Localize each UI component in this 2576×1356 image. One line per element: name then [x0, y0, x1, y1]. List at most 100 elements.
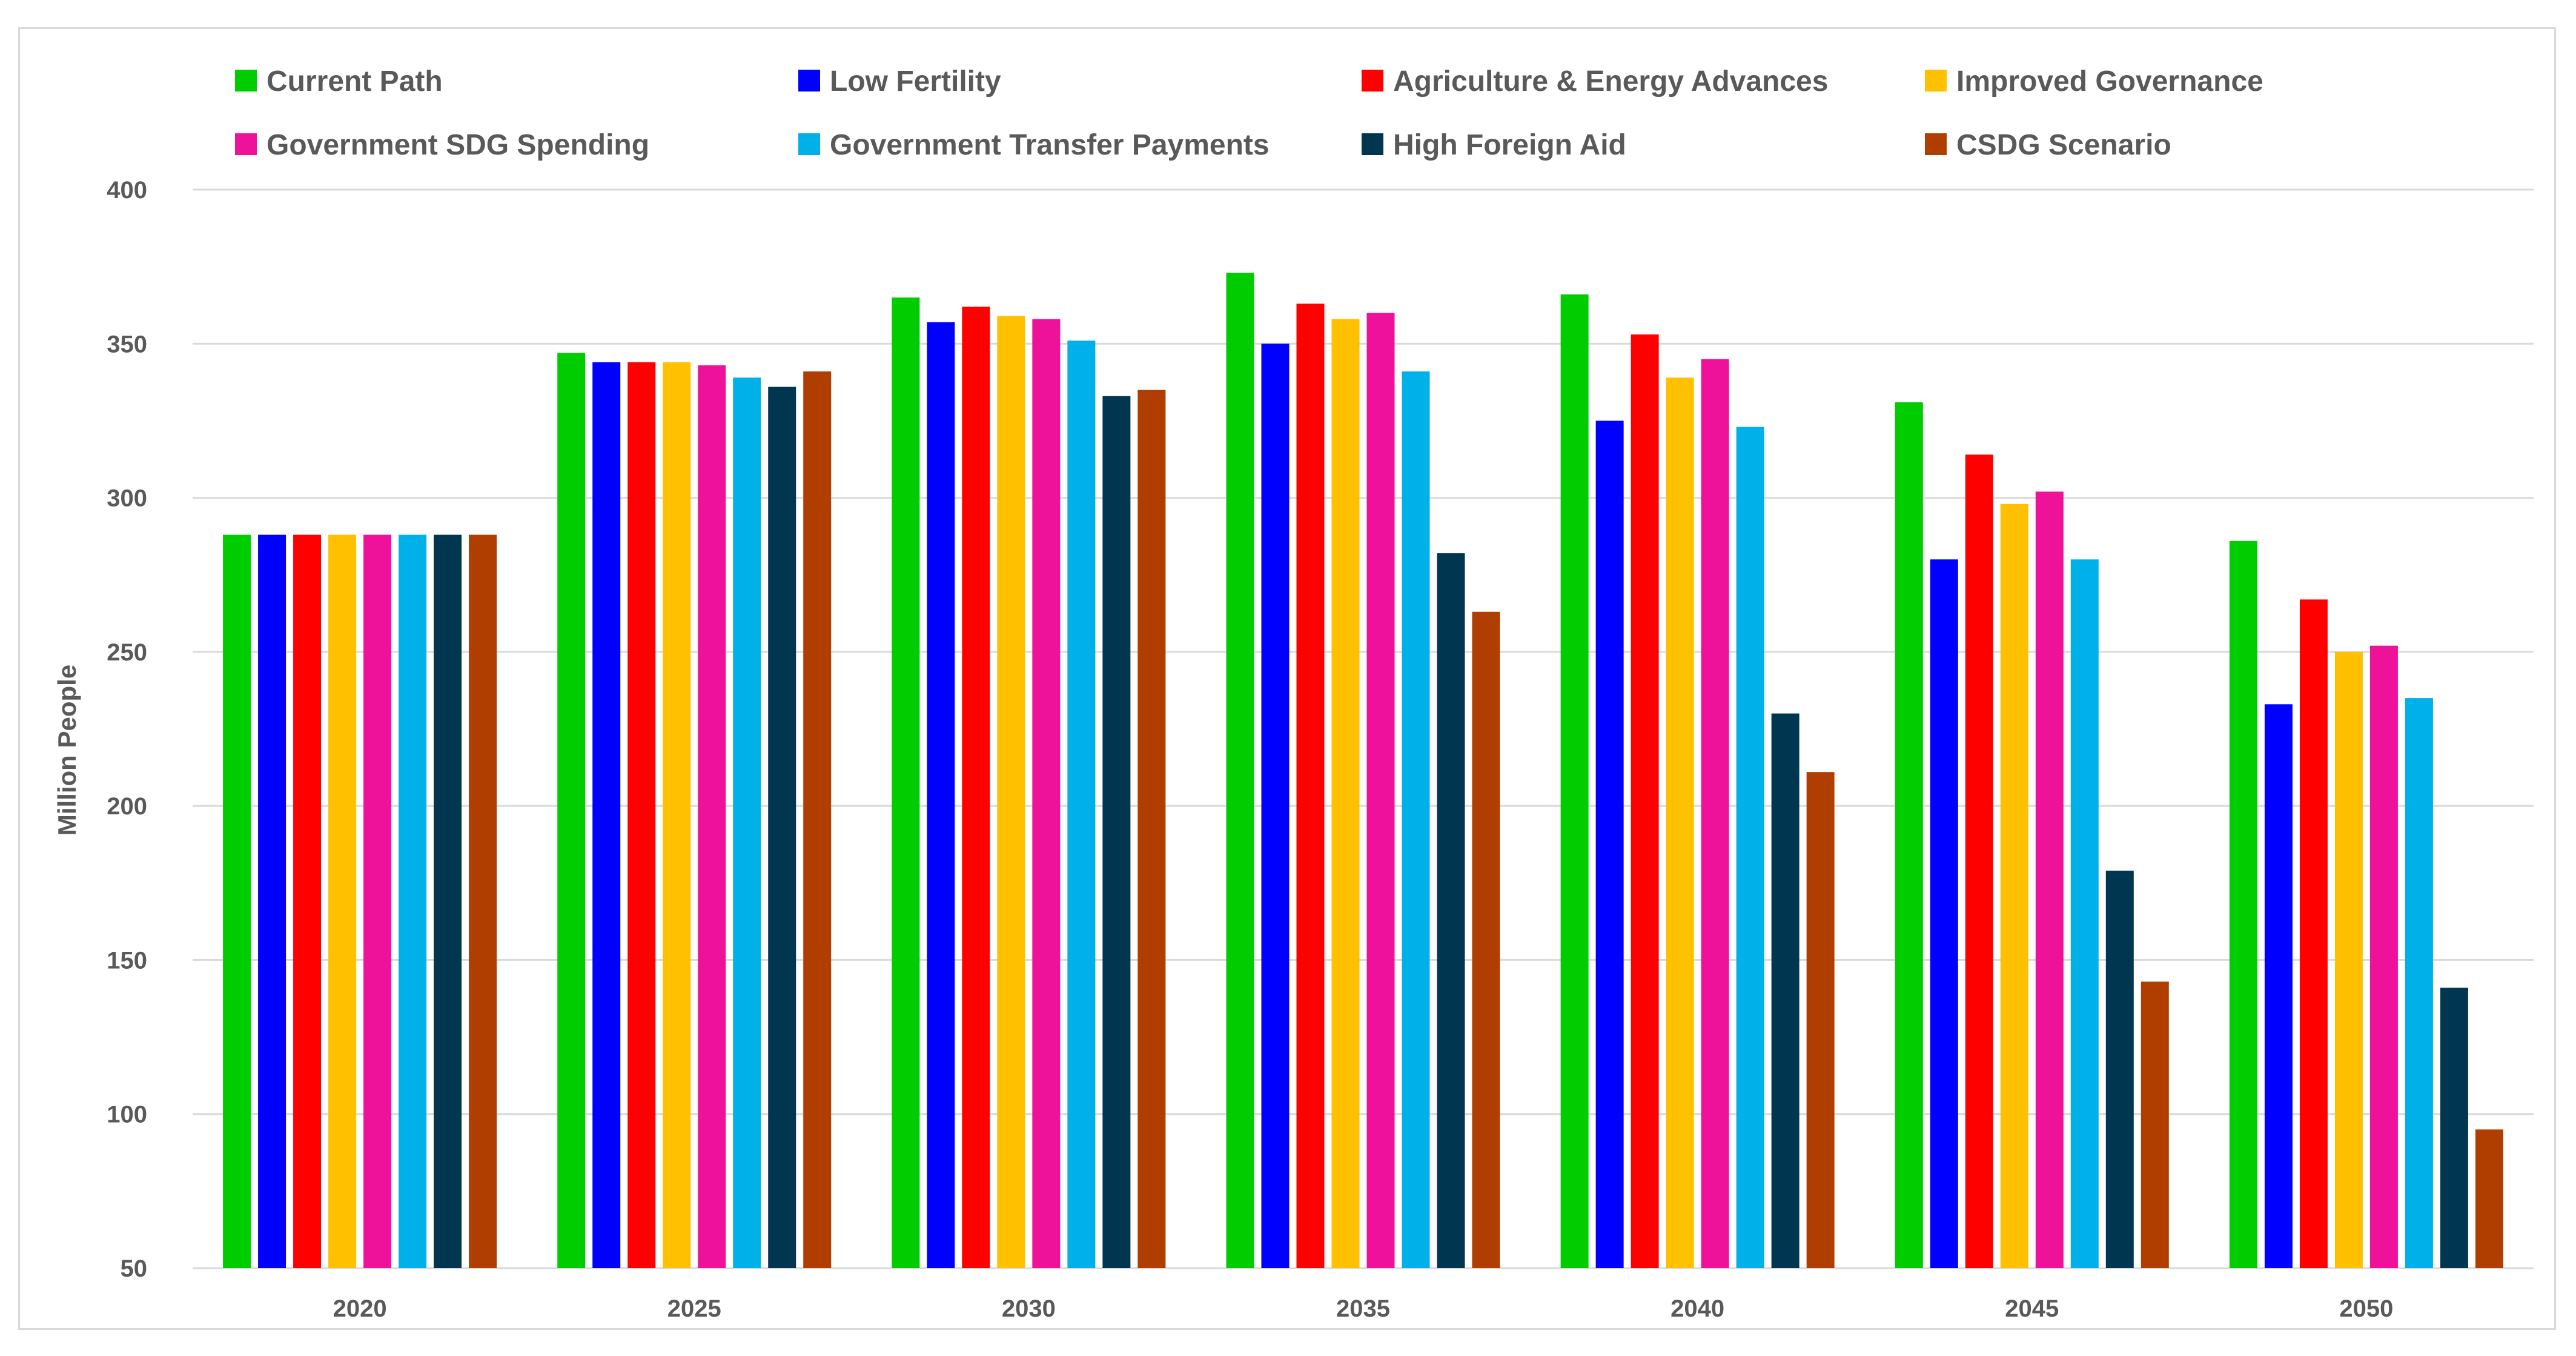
- legend-item-agriculture-energy-advances: Agriculture & Energy Advances: [1362, 65, 1828, 98]
- bar-government-transfer-payments-2050: [2405, 698, 2433, 1268]
- legend-item-csdg-scenario: CSDG Scenario: [1925, 129, 2171, 161]
- bar-agriculture-energy-advances-2045: [1965, 454, 1993, 1269]
- bar-government-sdg-spending-2030: [1032, 319, 1061, 1268]
- bar-improved-governance-2050: [2334, 651, 2363, 1268]
- y-tick-label-300: 300: [107, 485, 147, 512]
- bar-current-path-2035: [1226, 273, 1254, 1268]
- legend-label: Agriculture & Energy Advances: [1393, 65, 1828, 98]
- bar-high-foreign-aid-2040: [1771, 713, 1800, 1268]
- bar-agriculture-energy-advances-2050: [2299, 599, 2328, 1268]
- bar-high-foreign-aid-2020: [434, 534, 462, 1268]
- bar-government-sdg-spending-2050: [2369, 645, 2398, 1268]
- bar-improved-governance-2040: [1666, 377, 1694, 1269]
- bar-csdg-scenario-2045: [2141, 982, 2169, 1268]
- bar-agriculture-energy-advances-2040: [1631, 334, 1659, 1268]
- bar-current-path-2025: [557, 353, 586, 1268]
- x-axis-ticks: 2020 2025 2030 2035 2040 2045 2050: [333, 1295, 2394, 1322]
- legend-item-improved-governance: Improved Governance: [1925, 65, 2263, 98]
- y-tick-label-100: 100: [107, 1102, 147, 1128]
- legend-swatch: [798, 70, 820, 91]
- x-tick-label-2045: 2045: [2005, 1295, 2059, 1322]
- legend-swatch: [1925, 70, 1947, 91]
- bars: [223, 273, 2503, 1269]
- legend-label: CSDG Scenario: [1956, 129, 2171, 161]
- bar-government-transfer-payments-2035: [1402, 371, 1430, 1268]
- bar-improved-governance-2025: [663, 362, 691, 1268]
- legend-label: High Foreign Aid: [1393, 129, 1626, 161]
- legend-label: Government Transfer Payments: [830, 129, 1270, 161]
- bar-high-foreign-aid-2030: [1102, 396, 1131, 1268]
- bar-current-path-2050: [2229, 540, 2257, 1268]
- bar-government-transfer-payments-2030: [1067, 341, 1096, 1269]
- legend-label: Improved Governance: [1956, 65, 2263, 98]
- x-tick-label-2020: 2020: [333, 1295, 387, 1322]
- bar-agriculture-energy-advances-2035: [1296, 304, 1325, 1269]
- x-tick-label-2050: 2050: [2339, 1295, 2393, 1322]
- gridlines: [193, 188, 2534, 1269]
- bar-low-fertility-2050: [2264, 704, 2293, 1268]
- legend-swatch: [1362, 133, 1383, 155]
- chart-frame: Current Path Low Fertility Agriculture & E…: [18, 27, 2556, 1330]
- bar-agriculture-energy-advances-2025: [627, 362, 656, 1268]
- legend-swatch: [1362, 70, 1383, 91]
- legend-swatch: [235, 133, 257, 155]
- legend-swatch: [235, 70, 257, 91]
- bar-improved-governance-2045: [2000, 504, 2028, 1268]
- legend-label: Low Fertility: [830, 65, 1001, 98]
- bar-government-transfer-payments-2045: [2070, 559, 2099, 1269]
- y-tick-label-200: 200: [107, 793, 147, 820]
- x-tick-label-2040: 2040: [1670, 1295, 1724, 1322]
- bar-csdg-scenario-2030: [1137, 390, 1166, 1268]
- bar-current-path-2020: [223, 534, 251, 1268]
- bar-low-fertility-2035: [1261, 344, 1290, 1269]
- bar-improved-governance-2030: [997, 316, 1025, 1268]
- bar-agriculture-energy-advances-2020: [293, 534, 322, 1268]
- bar-improved-governance-2020: [328, 534, 357, 1268]
- legend-label: Current Path: [267, 65, 443, 98]
- legend-item-low-fertility: Low Fertility: [798, 65, 1001, 98]
- bar-government-sdg-spending-2020: [363, 534, 392, 1268]
- bar-low-fertility-2020: [258, 534, 286, 1268]
- bar-government-sdg-spending-2025: [698, 365, 726, 1268]
- bar-csdg-scenario-2025: [803, 371, 832, 1268]
- bar-csdg-scenario-2035: [1472, 611, 1500, 1268]
- legend-swatch: [1925, 133, 1947, 155]
- bar-high-foreign-aid-2050: [2440, 988, 2468, 1268]
- bar-government-sdg-spending-2035: [1366, 313, 1395, 1268]
- legend: Current Path Low Fertility Agriculture & E…: [235, 65, 2263, 161]
- bar-csdg-scenario-2020: [469, 534, 497, 1268]
- bar-improved-governance-2035: [1331, 319, 1360, 1268]
- x-tick-label-2025: 2025: [667, 1295, 721, 1322]
- legend-label: Government SDG Spending: [267, 129, 649, 161]
- bar-government-transfer-payments-2025: [733, 377, 761, 1269]
- bar-csdg-scenario-2050: [2475, 1129, 2503, 1268]
- bar-chart: Current Path Low Fertility Agriculture & E…: [53, 65, 2534, 1322]
- bar-current-path-2045: [1895, 402, 1923, 1268]
- bar-government-transfer-payments-2040: [1736, 427, 1764, 1268]
- bar-government-sdg-spending-2045: [2035, 491, 2064, 1268]
- y-tick-label-250: 250: [107, 639, 147, 666]
- y-axis-ticks: 50 100 150 200 250 300 350 400: [107, 177, 147, 1282]
- bar-low-fertility-2030: [927, 322, 955, 1268]
- x-tick-label-2035: 2035: [1336, 1295, 1390, 1322]
- x-tick-label-2030: 2030: [1002, 1295, 1056, 1322]
- bar-government-transfer-payments-2020: [399, 534, 427, 1268]
- bar-low-fertility-2045: [1930, 559, 1958, 1269]
- y-axis-title: Million People: [53, 665, 81, 836]
- bar-current-path-2030: [892, 297, 920, 1268]
- bar-low-fertility-2040: [1595, 420, 1624, 1268]
- legend-item-government-sdg-spending: Government SDG Spending: [235, 129, 649, 161]
- bar-low-fertility-2025: [592, 362, 621, 1268]
- y-tick-label-150: 150: [107, 947, 147, 974]
- y-tick-label-400: 400: [107, 177, 147, 204]
- bar-csdg-scenario-2040: [1806, 772, 1835, 1268]
- bar-government-sdg-spending-2040: [1701, 359, 1729, 1268]
- legend-item-current-path: Current Path: [235, 65, 443, 98]
- legend-swatch: [798, 133, 820, 155]
- legend-item-high-foreign-aid: High Foreign Aid: [1362, 129, 1626, 161]
- y-tick-label-350: 350: [107, 331, 147, 357]
- bar-high-foreign-aid-2025: [768, 387, 796, 1268]
- bar-high-foreign-aid-2045: [2105, 870, 2134, 1268]
- y-tick-label-50: 50: [121, 1255, 148, 1282]
- bar-current-path-2040: [1560, 294, 1589, 1268]
